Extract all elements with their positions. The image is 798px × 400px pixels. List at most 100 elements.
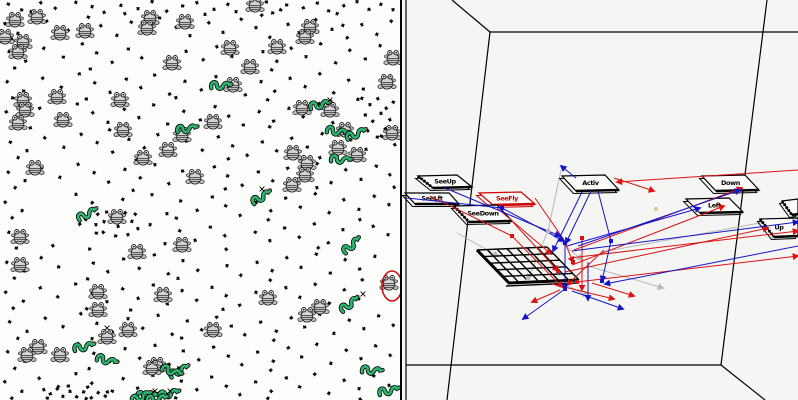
fly-icon — [200, 57, 206, 63]
weight-link — [564, 225, 770, 273]
frog-icon[interactable] — [153, 287, 173, 303]
plate-activ[interactable]: Activ — [558, 174, 621, 195]
snake-icon[interactable] — [96, 352, 120, 369]
frog-icon[interactable] — [295, 167, 315, 183]
fly-icon — [126, 137, 131, 142]
synapse-node — [563, 241, 567, 245]
fly-icon — [91, 350, 97, 356]
frog-icon[interactable] — [377, 74, 397, 90]
frog-icon[interactable] — [118, 322, 138, 338]
frog-icon[interactable] — [8, 115, 28, 131]
frog-icon[interactable] — [10, 229, 30, 245]
fly-icon — [194, 387, 200, 393]
frog-icon[interactable] — [245, 0, 265, 13]
frog-icon[interactable] — [267, 39, 287, 55]
fly-icon — [42, 315, 48, 321]
plate-edge-plate[interactable] — [778, 198, 798, 219]
plate-see-left[interactable]: SeeLft — [402, 192, 461, 207]
frog-icon[interactable] — [50, 25, 70, 41]
frog-icon[interactable] — [133, 150, 153, 166]
frog-icon[interactable] — [110, 92, 130, 108]
frog-icon[interactable] — [258, 290, 278, 306]
fly-icon — [194, 0, 200, 5]
plate-down[interactable]: Down — [698, 174, 761, 195]
frog-icon[interactable] — [203, 114, 223, 130]
fly-icon — [283, 285, 289, 290]
snake-icon[interactable] — [339, 295, 363, 312]
frog-icon[interactable] — [220, 40, 240, 56]
weight-link — [577, 188, 742, 247]
frog-icon[interactable] — [10, 257, 30, 273]
frog-icon[interactable] — [53, 112, 73, 128]
fly-icon — [341, 377, 347, 383]
frog-icon[interactable] — [240, 59, 260, 75]
fly-icon — [226, 113, 232, 119]
fly-icon — [136, 265, 142, 271]
plate-see-fly[interactable]: SeeFly — [475, 191, 537, 209]
fly-icon — [267, 124, 273, 130]
fly-icon — [256, 170, 261, 174]
fly-icon — [61, 145, 67, 150]
frog-icon[interactable] — [383, 50, 400, 66]
fly-icon — [120, 196, 126, 202]
fly-icon — [183, 79, 187, 84]
fly-icon — [2, 199, 8, 205]
fly-icon — [317, 71, 323, 77]
plate-thick-edge — [432, 185, 473, 190]
fly-icon — [5, 169, 11, 175]
frog-icon[interactable] — [75, 23, 95, 39]
plate-see-up[interactable]: SeeUp — [414, 174, 474, 192]
frog-icon[interactable] — [185, 169, 205, 185]
fly-icon — [299, 265, 303, 270]
fly-icon — [55, 294, 61, 300]
frog-icon[interactable] — [107, 209, 127, 225]
fly-icon — [210, 195, 215, 199]
snake-icon[interactable] — [341, 235, 364, 253]
frog-icon[interactable] — [127, 244, 147, 260]
fly-icon — [254, 25, 258, 30]
frog-icon[interactable] — [50, 347, 70, 363]
fly-icon — [115, 224, 121, 229]
fly-icon — [121, 257, 126, 261]
frog-icon[interactable] — [175, 14, 195, 30]
fly-icon — [312, 221, 317, 227]
frog-icon[interactable] — [203, 322, 223, 338]
fly-icon — [318, 41, 324, 47]
frog-icon[interactable] — [113, 122, 133, 138]
fly-icon — [177, 228, 183, 234]
fly-icon — [328, 361, 334, 366]
brain-3d-view[interactable]: SeeUp SeeLft SeeFly SeeDown Activ Down Left Up — [402, 0, 798, 400]
fly-icon — [256, 109, 262, 115]
fly-icon — [57, 175, 63, 180]
weight-link — [613, 177, 656, 193]
weight-link — [591, 282, 636, 298]
frog-icon[interactable] — [5, 12, 25, 28]
fly-icon — [174, 215, 179, 221]
frog-icon[interactable] — [162, 55, 182, 71]
fly-icon — [364, 147, 368, 152]
fly-icon — [274, 148, 280, 154]
fly-icon — [278, 7, 284, 13]
fly-icon — [169, 331, 175, 337]
frog-icon[interactable] — [88, 302, 108, 318]
frog-icon[interactable] — [158, 142, 178, 158]
snake-icon[interactable] — [251, 189, 275, 204]
frog-icon[interactable] — [47, 89, 67, 105]
frog-icon[interactable] — [25, 160, 45, 176]
frog-icon[interactable] — [172, 237, 192, 253]
synapse-node — [580, 236, 584, 240]
fly-icon — [151, 283, 156, 287]
frog-icon[interactable] — [88, 284, 108, 300]
frog-icon[interactable] — [328, 140, 348, 156]
fly-icon — [38, 0, 44, 6]
fly-icon — [285, 165, 291, 171]
world-view[interactable]: #sym-fly path{fill:#0a0a0a;} .frog-leg{f… — [0, 0, 400, 400]
fly-icon — [6, 1, 11, 7]
snake-icon[interactable] — [74, 343, 96, 351]
fly-icon — [52, 5, 58, 11]
weight-link — [565, 190, 592, 245]
frog-icon[interactable] — [283, 145, 303, 161]
snake-icon[interactable] — [379, 387, 400, 395]
frog-icon[interactable] — [0, 29, 15, 45]
plate-label-see-up: SeeUp — [434, 178, 456, 186]
